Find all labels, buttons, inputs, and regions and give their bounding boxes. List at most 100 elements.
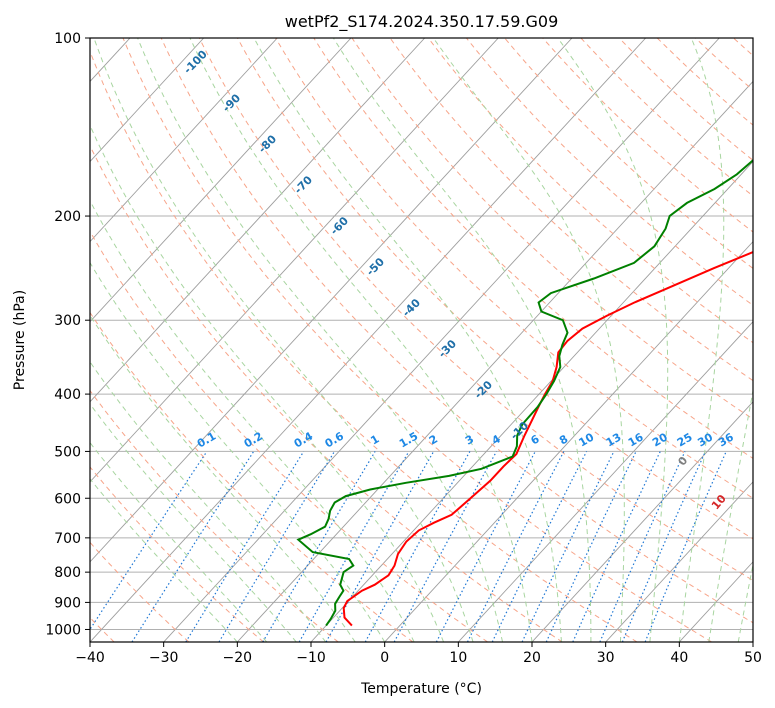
y-axis: 100 200 300 400 500 600 700 800 900 1000	[45, 31, 90, 638]
dry-adiabat-line	[90, 144, 563, 642]
moist-adiabat-label: -90	[220, 91, 243, 114]
dry-adiabat-line	[160, 38, 753, 624]
mixing-ratio-line	[131, 451, 255, 642]
mixing-ratio-line	[218, 451, 336, 642]
moist-adiabat-label: -30	[436, 337, 459, 360]
x-tick-label: 0	[380, 650, 389, 666]
isotherm-line	[384, 240, 753, 642]
dry-adiabat-line	[389, 38, 753, 382]
isotherm-line	[90, 38, 426, 403]
isotherm-line	[90, 38, 352, 323]
mixing-ratio-line	[185, 451, 305, 642]
y-tick-label: 800	[54, 565, 81, 581]
moist-adiabat-line	[708, 388, 753, 642]
mixing-ratio-line	[325, 451, 435, 642]
dry-adiabat-label: 10	[709, 492, 729, 512]
mixing-ratio-label: 3	[463, 432, 476, 447]
mixing-ratio-label: 10	[576, 430, 596, 449]
moist-adiabat-line	[90, 314, 356, 642]
dry-adiabat-line	[618, 38, 753, 161]
dry-adiabat-line	[695, 38, 753, 91]
moist-adiabat-label: -20	[472, 378, 495, 401]
dry-adiabat-line	[275, 38, 753, 499]
mixing-ratio-line	[491, 451, 588, 642]
plot-frame	[89, 37, 754, 643]
moist-adiabat-line	[93, 38, 474, 642]
mixing-ratio-label: 25	[675, 431, 695, 450]
isotherm-line	[90, 38, 573, 563]
dry-adiabat-line	[427, 38, 753, 344]
moist-adiabat-line	[557, 38, 669, 642]
dry-adiabat-line	[733, 38, 753, 57]
x-axis-label: Temperature (°C)	[360, 681, 482, 697]
mixing-ratio-label: 20	[650, 430, 670, 449]
moist-adiabat-line	[90, 199, 415, 642]
mixing-ratio-line	[572, 451, 661, 642]
mixing-ratio-line	[364, 451, 471, 642]
y-axis-label: Pressure (hPa)	[12, 290, 28, 390]
x-tick-label: −10	[296, 650, 326, 666]
isotherm-line	[310, 160, 753, 642]
x-tick-label: −30	[149, 650, 179, 666]
moist-adiabat-line	[432, 38, 625, 642]
y-tick-label: 100	[54, 31, 81, 47]
x-tick-label: 20	[523, 650, 541, 666]
dry-adiabat-label: 20	[750, 527, 770, 547]
y-tick-label: 1000	[45, 622, 81, 638]
dry-adiabat-line	[90, 389, 339, 642]
line-labels: -100-90-80-70-60-50-40-30-20-100.1 0.2 0.4…	[181, 48, 770, 548]
x-tick-label: −20	[223, 650, 253, 666]
mixing-ratio-label: 36	[716, 430, 736, 449]
moist-adiabat-label: -70	[292, 173, 315, 196]
moist-adiabat-line	[137, 38, 503, 642]
y-tick-label: 400	[54, 387, 81, 403]
mixing-ratio-label: 2	[427, 432, 440, 447]
dewpoint-profile-line	[296, 159, 753, 627]
x-axis: −40 −30 −20 −10 0 10 20 30 40 50	[75, 642, 762, 666]
dry-adiabat-line	[656, 38, 753, 126]
dry-adiabat-line	[237, 38, 753, 540]
dry-adiabat-line	[90, 466, 264, 642]
moist-adiabat-label: -60	[328, 214, 351, 237]
moist-adiabat-line	[90, 441, 268, 642]
moist-adiabat-line	[253, 38, 562, 642]
dry-adiabat-line	[542, 38, 753, 233]
y-tick-label: 300	[54, 313, 81, 329]
y-tick-label: 500	[54, 444, 81, 460]
mixing-ratio-line	[644, 451, 727, 642]
mixing-ratio-line	[599, 451, 686, 642]
mixing-ratio-label: 0.2	[242, 429, 265, 450]
mixing-ratio-label: 0.4	[292, 429, 316, 450]
moist-adiabat-label: -10	[508, 419, 531, 442]
x-tick-label: −40	[75, 650, 105, 666]
moist-adiabat-line	[90, 361, 327, 642]
mixing-ratio-line	[90, 451, 208, 631]
dry-adiabat-line	[90, 311, 414, 642]
moist-adiabat-label: -100	[181, 48, 210, 77]
y-tick-label: 200	[54, 209, 81, 225]
moist-adiabat-line	[332, 38, 592, 642]
plot-area	[90, 38, 753, 642]
dry-adiabat-line	[466, 38, 753, 306]
mixing-ratio-label: 8	[557, 432, 570, 447]
mixing-ratio-label: 1	[368, 432, 381, 447]
mixing-ratio-line	[466, 451, 565, 642]
isotherm-line	[605, 481, 753, 642]
x-tick-label: 10	[449, 650, 467, 666]
isotherm-line	[163, 38, 720, 642]
mixing-ratio-label: 16	[626, 430, 646, 449]
dry-adiabat-line	[313, 38, 753, 459]
isotherm-line	[531, 401, 753, 642]
moist-adiabat-line	[90, 261, 386, 642]
mixing-ratio-line	[393, 451, 498, 642]
y-tick-label: 600	[54, 491, 81, 507]
moist-adiabat-line	[90, 478, 238, 642]
y-tick-label: 700	[54, 531, 81, 547]
mixing-ratio-label: 30	[695, 430, 715, 449]
isotherm-line	[752, 641, 753, 642]
isotherm-line	[90, 38, 499, 483]
moist-adiabat-line	[678, 38, 725, 642]
dry-adiabat-line	[90, 541, 190, 642]
y-tick-label: 900	[54, 595, 81, 611]
